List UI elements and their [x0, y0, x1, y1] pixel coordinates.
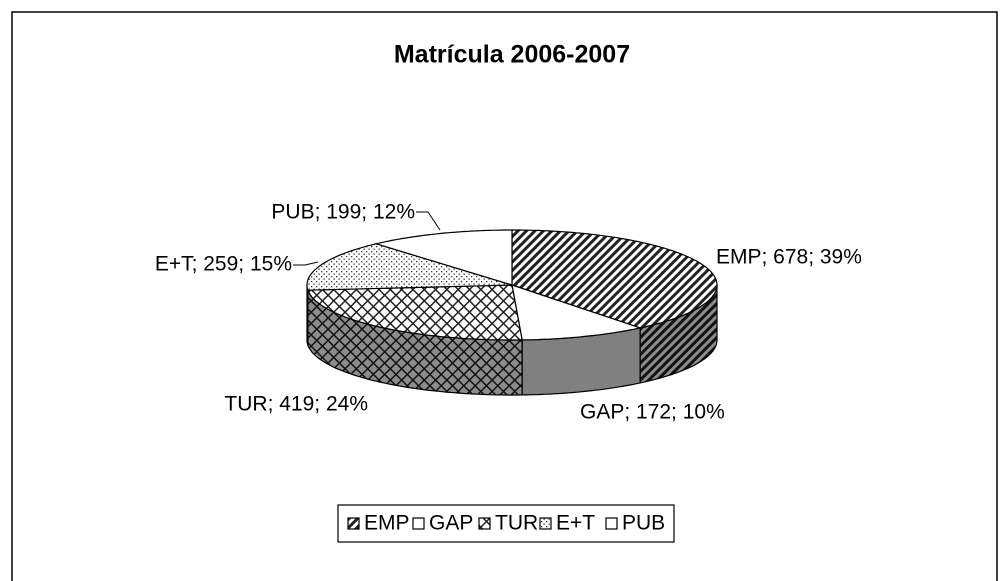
pie	[306, 229, 718, 396]
legend-box	[337, 504, 675, 543]
legend-label: TUR	[495, 512, 538, 535]
slice	[306, 284, 523, 341]
data-labels: EMP; 678; 39% GAP; 172; 10% TUR; 419; 24% E…	[155, 201, 862, 424]
data-label: E+T; 259; 15%	[155, 253, 292, 276]
leader-line	[293, 261, 319, 266]
legend-swatch	[478, 517, 491, 530]
slice-side-shade	[640, 285, 717, 383]
slice	[306, 243, 513, 291]
legend-swatch	[605, 517, 618, 530]
data-label: EMP; 678; 39%	[716, 246, 862, 269]
slice-side-shade	[307, 285, 308, 346]
data-label: PUB; 199; 12%	[271, 201, 415, 224]
data-label: GAP; 172; 10%	[580, 401, 725, 424]
leader-line	[416, 211, 441, 231]
legend-label: GAP	[429, 512, 473, 535]
slice	[373, 229, 513, 286]
slice-side-shade	[307, 290, 523, 395]
legend-swatch	[347, 517, 360, 530]
data-label: TUR; 419; 24%	[224, 393, 368, 416]
legend-label: E+T	[556, 512, 595, 535]
legend-label: PUB	[622, 512, 665, 535]
chart-title: Matrícula 2006-2007	[394, 41, 630, 69]
slice	[511, 284, 643, 341]
slice	[511, 229, 718, 329]
legend-swatch	[412, 517, 425, 530]
legend-swatch	[539, 517, 552, 530]
legend: EMP GAP TUR E+T PUB	[347, 512, 665, 535]
legend-label: EMP	[364, 512, 410, 535]
